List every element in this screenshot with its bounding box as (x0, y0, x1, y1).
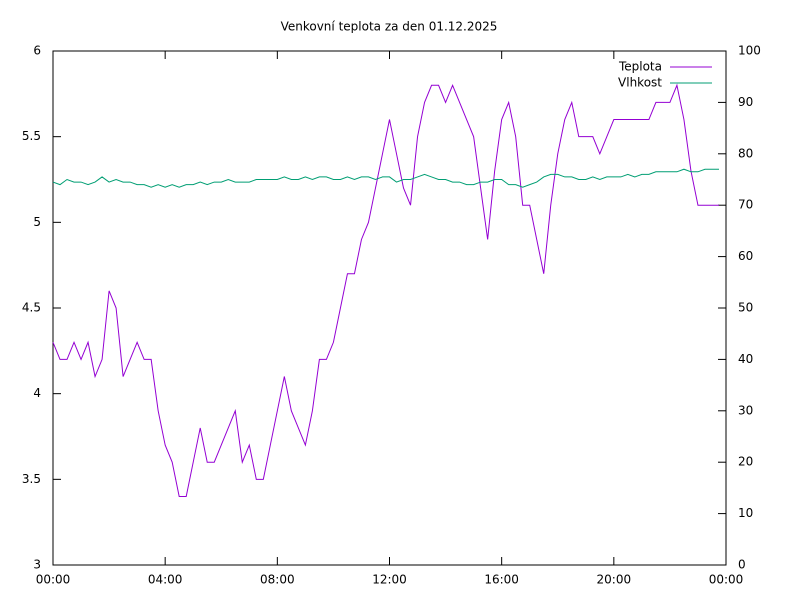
y2-tick-label: 0 (738, 558, 746, 572)
y2-tick-label: 90 (738, 95, 753, 109)
chart-title: Venkovní teplota za den 01.12.2025 (281, 20, 498, 34)
y-tick-label: 6 (33, 44, 41, 58)
y-tick-label: 4.5 (22, 301, 41, 315)
y2-tick-label: 10 (738, 506, 753, 520)
y2-tick-label: 80 (738, 146, 753, 160)
x-tick-label: 04:00 (148, 573, 183, 587)
y-tick-label: 4 (33, 386, 41, 400)
y2-tick-label: 30 (738, 403, 753, 417)
x-tick-label: 20:00 (597, 573, 632, 587)
legend-label: Teplota (618, 60, 662, 74)
y2-tick-label: 70 (738, 198, 753, 212)
y-tick-label: 5.5 (22, 129, 41, 143)
y-tick-label: 3 (33, 558, 41, 572)
y2-tick-label: 20 (738, 455, 753, 469)
x-tick-label: 08:00 (260, 573, 295, 587)
y2-tick-label: 40 (738, 352, 753, 366)
y-tick-label: 3.5 (22, 472, 41, 486)
y2-tick-label: 100 (738, 44, 761, 58)
x-tick-label: 12:00 (372, 573, 407, 587)
legend-label: Vlhkost (618, 76, 662, 90)
x-tick-label: 00:00 (709, 573, 744, 587)
x-tick-label: 00:00 (36, 573, 71, 587)
y2-tick-label: 50 (738, 301, 753, 315)
x-tick-label: 16:00 (484, 573, 519, 587)
y-tick-label: 5 (33, 215, 41, 229)
y2-tick-label: 60 (738, 249, 753, 263)
series-line (52, 83, 719, 497)
series-line (52, 168, 719, 188)
